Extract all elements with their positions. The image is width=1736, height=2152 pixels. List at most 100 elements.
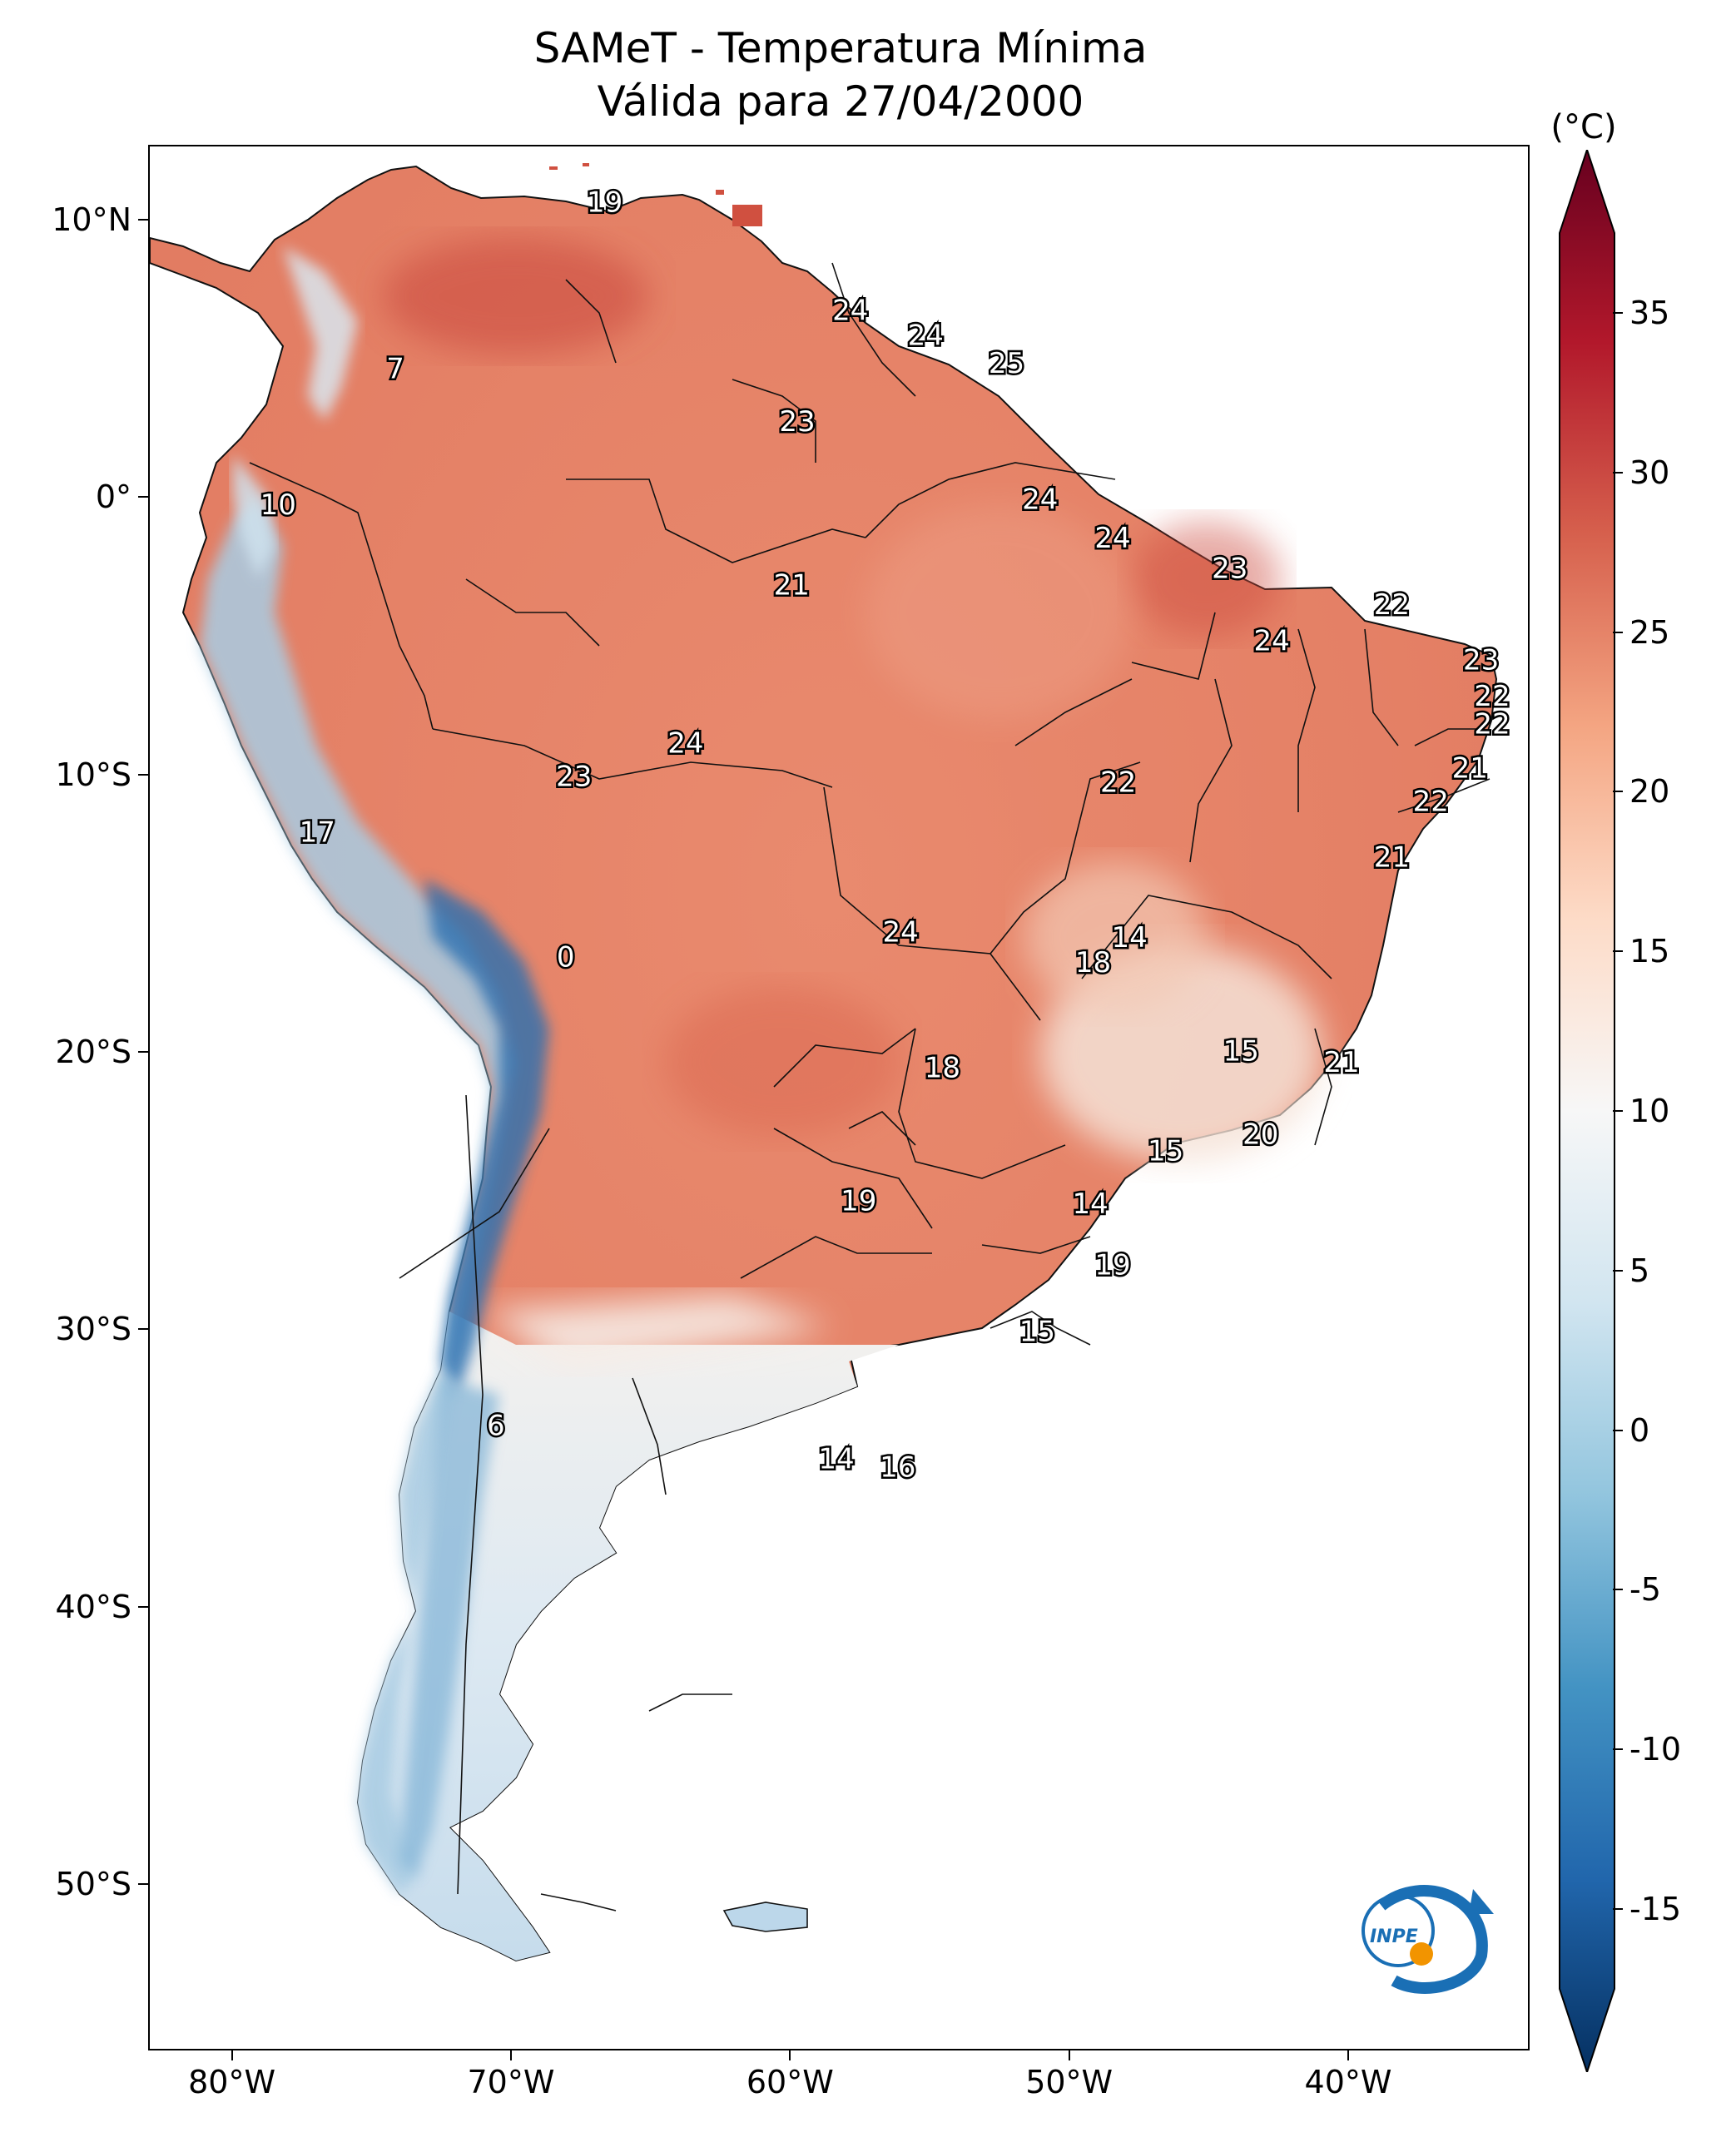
logo-swoosh xyxy=(1377,1885,1488,1994)
station-value-label: 21 xyxy=(1452,752,1488,786)
colorbar-tick-label: -10 xyxy=(1629,1731,1682,1768)
andes-cold-band xyxy=(200,496,516,1894)
latitude-tick-label: 50°S xyxy=(55,1866,131,1902)
latitude-tick-label: 20°S xyxy=(55,1034,131,1070)
station-value-label: 23 xyxy=(556,761,592,794)
longitude-tick-mark xyxy=(789,2050,791,2060)
colorbar xyxy=(1559,150,1615,2072)
latitude-tick-label: 30°S xyxy=(55,1311,131,1348)
colorbar-tick-label: 10 xyxy=(1629,1093,1670,1129)
colorbar-tick-mark xyxy=(1613,1748,1623,1751)
station-value-label: 19 xyxy=(841,1185,876,1218)
colorbar-tick-mark xyxy=(1613,950,1623,953)
longitude-tick-label: 80°W xyxy=(188,2064,276,2100)
station-value-label: 24 xyxy=(1022,483,1058,516)
colombia-andes-cool xyxy=(283,246,358,421)
colorbar-tick-label: 15 xyxy=(1629,933,1670,970)
station-value-label: 14 xyxy=(1111,921,1147,955)
station-value-label: 22 xyxy=(1474,707,1510,741)
colorbar-tick-mark xyxy=(1613,1589,1623,1591)
latitude-tick-mark xyxy=(138,773,148,776)
colorbar-tick-label: 20 xyxy=(1629,773,1670,811)
station-value-label: 18 xyxy=(925,1052,960,1085)
station-value-label: 14 xyxy=(818,1443,854,1476)
map-panel: 19 7 10 24 24 25 23 24 24 23 21 22 24 23 22 22 24 23 21 22 2… xyxy=(148,145,1530,2050)
colorbar-unit-label: (°C) xyxy=(1550,108,1617,146)
station-value-label: 21 xyxy=(774,569,810,602)
station-value-label: 15 xyxy=(1223,1035,1259,1069)
station-value-label: 22 xyxy=(1474,680,1510,713)
station-value-label: 16 xyxy=(880,1451,915,1485)
station-value-label: 18 xyxy=(1075,946,1111,979)
longitude-tick-mark xyxy=(231,2050,233,2060)
latitude-tick-mark xyxy=(138,219,148,221)
logo-text: INPE xyxy=(1370,1926,1418,1947)
station-value-label: 17 xyxy=(300,816,335,849)
colorbar-tick-mark xyxy=(1613,471,1623,474)
station-value-label: 22 xyxy=(1100,766,1136,799)
colorbar-tick-mark xyxy=(1613,1269,1623,1272)
latitude-tick-mark xyxy=(138,1328,148,1331)
map-title: SAMeT - Temperatura Mínima xyxy=(533,24,1148,72)
latitude-tick-mark xyxy=(138,1605,148,1608)
colorbar-tick-label: -5 xyxy=(1629,1571,1661,1609)
station-value-label: 15 xyxy=(1148,1135,1183,1168)
station-value-label: 22 xyxy=(1413,786,1449,819)
colorbar-tick-mark xyxy=(1613,311,1623,314)
latitude-tick-label: 10°N xyxy=(52,201,131,238)
longitude-tick-mark xyxy=(509,2050,512,2060)
station-value-label: 24 xyxy=(832,295,868,328)
latitude-tick-label: 10°S xyxy=(55,756,131,793)
station-value-label: 10 xyxy=(260,488,296,522)
colorbar-tick-label: 5 xyxy=(1629,1252,1650,1289)
colorbar-tick-mark xyxy=(1613,791,1623,793)
islands xyxy=(549,163,762,226)
station-value-label: 7 xyxy=(386,353,404,386)
station-value-label: 24 xyxy=(1253,624,1289,657)
logo-dot xyxy=(1410,1942,1433,1966)
station-value-label: 14 xyxy=(1073,1188,1109,1221)
station-value-label: 19 xyxy=(587,186,622,220)
longitude-tick-label: 70°W xyxy=(467,2064,555,2100)
station-value-label: 21 xyxy=(1374,840,1410,874)
pampas-transition xyxy=(483,1295,832,1370)
altiplano-freezing-zone xyxy=(424,879,549,1395)
colorbar-tick-label: 30 xyxy=(1629,454,1670,491)
ecuador-andes-cool xyxy=(233,454,275,579)
longitude-tick-label: 50°W xyxy=(1025,2064,1114,2100)
hot-zone-northeast xyxy=(1132,521,1282,637)
latitude-tick-label: 0° xyxy=(95,478,131,516)
colorbar-tick-label: 25 xyxy=(1629,613,1670,651)
southern-cone-cool-zone xyxy=(358,1312,899,1961)
longitude-tick-mark xyxy=(1068,2050,1070,2060)
longitude-tick-mark xyxy=(1347,2050,1350,2060)
logo-ring xyxy=(1362,1894,1435,1967)
colorbar-tick-mark xyxy=(1613,1110,1623,1112)
station-value-label: 23 xyxy=(779,405,815,439)
colorbar-tick-mark xyxy=(1613,1908,1623,1911)
station-value-label: 19 xyxy=(1094,1248,1130,1282)
colorbar-tick-label: 35 xyxy=(1629,294,1670,331)
station-value-label: 24 xyxy=(908,320,944,353)
latitude-tick-mark xyxy=(138,1883,148,1885)
station-value-label: 23 xyxy=(1212,553,1247,586)
longitude-tick-label: 40°W xyxy=(1304,2064,1392,2100)
latitude-tick-mark xyxy=(138,1051,148,1053)
political-borders xyxy=(249,262,1490,1912)
station-value-label: 6 xyxy=(487,1410,505,1443)
station-value-label: 20 xyxy=(1242,1118,1278,1152)
station-value-label: 24 xyxy=(667,727,703,761)
colorbar-tick-mark xyxy=(1613,1429,1623,1431)
colorbar-tick-mark xyxy=(1613,631,1623,633)
station-value-label: 24 xyxy=(1094,522,1130,555)
station-value-label: 23 xyxy=(1463,644,1499,677)
station-value-label: 15 xyxy=(1019,1315,1055,1348)
latitude-tick-label: 40°S xyxy=(55,1588,131,1625)
logo-arrow xyxy=(1469,1889,1494,1914)
station-value-label: 25 xyxy=(989,347,1024,380)
patagonia-andes-cold xyxy=(399,1378,499,1877)
colorbar-scale xyxy=(1559,150,1615,2072)
colorbar-tick-label: -15 xyxy=(1629,1891,1682,1928)
